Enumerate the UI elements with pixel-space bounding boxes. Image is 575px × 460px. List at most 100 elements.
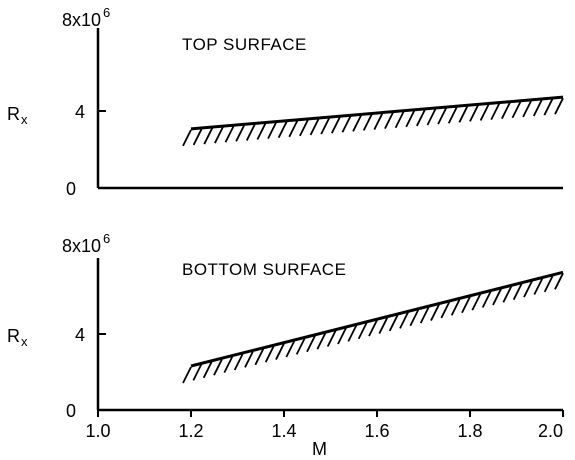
bottom-ytick-label-8: 8x10 (62, 236, 101, 256)
hatch-mark (202, 361, 213, 379)
hatch-mark (235, 124, 245, 142)
xtick-label-1.2: 1.2 (178, 421, 203, 441)
hatch-mark (299, 119, 309, 137)
hatch-mark (502, 285, 513, 303)
bottom-xlabel: M (312, 439, 327, 459)
hatch-mark (267, 122, 277, 140)
hatch-mark (492, 288, 502, 306)
xtick-label-1.4: 1.4 (271, 421, 296, 441)
hatch-mark (244, 350, 254, 368)
hatch-mark (543, 275, 554, 293)
hatch-mark (224, 125, 235, 143)
hatch-mark (368, 319, 378, 337)
hatch-mark (394, 111, 405, 129)
hatch-mark (522, 100, 532, 118)
hatch-mark (309, 118, 320, 136)
hatch-mark (405, 110, 416, 128)
hatch-mark (233, 353, 244, 371)
hatch-mark (320, 117, 330, 135)
hatch-mark (362, 114, 373, 131)
hatch-mark (352, 114, 362, 132)
hatch-mark (440, 301, 451, 319)
bottom-ytick-label-4: 4 (75, 325, 85, 345)
hatch-mark (192, 364, 203, 381)
hatch-mark (316, 332, 327, 350)
hatch-mark (533, 278, 544, 295)
hatch-mark (341, 115, 352, 133)
hatch-mark (378, 317, 389, 334)
hatch-mark (447, 106, 458, 124)
bottom-ytick-label-exponent: 6 (103, 231, 110, 246)
hatch-mark (543, 98, 554, 116)
hatch-mark (347, 324, 358, 342)
hatch-mark (471, 293, 482, 311)
top-ylabel-subscript: x (21, 112, 28, 127)
hatch-mark (306, 335, 316, 353)
hatch-mark (409, 309, 420, 327)
bottom-boundary-line (190, 270, 564, 368)
hatch-mark (384, 112, 394, 130)
top-ylabel: R (7, 104, 20, 124)
xtick-label-1.6: 1.6 (364, 421, 389, 441)
bottom-panel: 0 4 8x10 6 R x BOTTOM SURFACE 1.0 1.2 1.4 1… (7, 231, 564, 459)
hatch-mark (214, 126, 224, 144)
hatch-mark (479, 104, 490, 121)
hatch-mark (430, 304, 440, 321)
hatch-mark (523, 280, 533, 298)
hatch-mark (450, 298, 461, 316)
hatch-mark (481, 291, 492, 308)
hatch-mark (501, 102, 511, 120)
hatch-mark (388, 314, 399, 332)
hatch-mark (532, 99, 543, 117)
top-ytick-label-4: 4 (75, 102, 85, 122)
top-panel: 0 4 8x10 6 R x TOP SURFACE (7, 5, 564, 199)
hatch-mark (419, 306, 430, 324)
hatch-mark (245, 124, 256, 141)
hatch-mark (326, 330, 337, 347)
hatch-mark (275, 343, 285, 360)
hatch-mark (416, 109, 426, 127)
hatch-mark (254, 348, 265, 366)
top-ytick-label-8: 8x10 (62, 10, 101, 30)
hatch-mark (213, 358, 223, 376)
bottom-ytick-label-0: 0 (66, 401, 76, 421)
hatch-mark (512, 283, 523, 301)
hatch-mark (264, 345, 275, 363)
hatch-mark (357, 322, 368, 340)
top-title: TOP SURFACE (182, 35, 307, 54)
bottom-hatch-marks (182, 272, 564, 384)
xtick-label-1.0: 1.0 (85, 421, 110, 441)
hatch-mark (511, 101, 522, 119)
hatch-mark (437, 107, 447, 125)
hatch-mark (554, 272, 564, 290)
hatch-mark (426, 108, 437, 126)
top-ytick-label-0: 0 (66, 179, 76, 199)
hatch-mark (337, 327, 347, 345)
hatch-mark (295, 337, 306, 355)
hatch-mark (285, 340, 296, 358)
hatch-mark (182, 129, 192, 147)
hatch-mark (277, 121, 288, 139)
xtick-label-2.0: 2.0 (538, 421, 563, 441)
hatch-mark (399, 311, 409, 329)
hatch-mark (373, 113, 384, 130)
hatch-mark (554, 97, 564, 115)
hatch-mark (182, 366, 192, 384)
hatch-mark (203, 127, 214, 145)
hatch-mark (288, 120, 299, 138)
top-ytick-label-exponent: 6 (103, 5, 110, 20)
xtick-label-1.8: 1.8 (457, 421, 482, 441)
hatch-mark (469, 105, 479, 122)
hatch-mark (223, 356, 234, 374)
bottom-ylabel: R (7, 326, 20, 346)
top-hatch-marks (182, 97, 564, 147)
hatch-mark (461, 296, 471, 314)
hatch-mark (256, 123, 267, 140)
hatch-mark (330, 116, 341, 134)
bottom-ylabel-subscript: x (21, 334, 28, 349)
hatch-mark (192, 128, 203, 146)
hatch-mark (490, 103, 501, 120)
hatch-mark (458, 105, 469, 123)
bottom-title: BOTTOM SURFACE (182, 260, 346, 279)
